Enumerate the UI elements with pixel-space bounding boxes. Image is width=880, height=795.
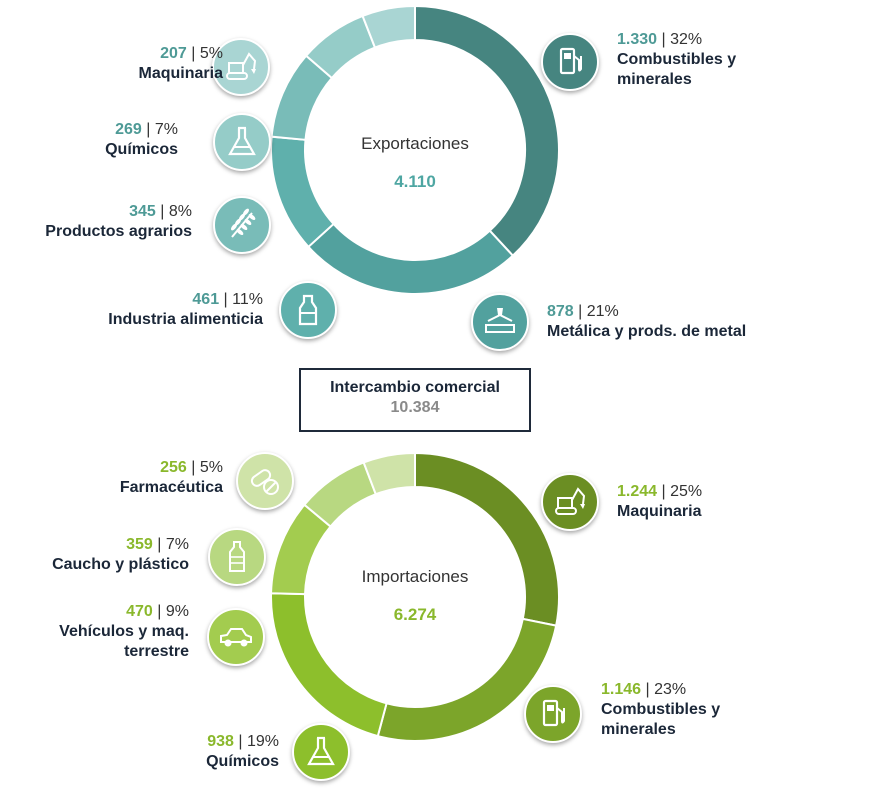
imports-label-3: 938 | 19% Químicos (206, 732, 279, 772)
metal-press-icon (471, 293, 529, 351)
category-name: terrestre (124, 643, 189, 660)
exports-label-5: 269 | 7% Químicos (105, 120, 178, 160)
value: 938 (207, 733, 234, 750)
separator: | (155, 203, 169, 220)
imports-label-1: 1.244 | 25% Maquinaria (617, 482, 702, 522)
trade-value: 10.384 (390, 399, 440, 416)
fuel-pump-icon (524, 685, 582, 743)
exports-slice-2 (306, 222, 515, 295)
separator: | (573, 303, 587, 320)
separator: | (152, 536, 166, 553)
separator: | (186, 459, 200, 476)
value: 461 (192, 291, 220, 308)
separator: | (657, 31, 671, 48)
fuel-pump-icon (541, 33, 599, 91)
trade-box: Intercambio comercial 10.384 (299, 368, 531, 432)
percentage: 9% (165, 603, 189, 620)
exports-label-6: 207 | 5% Maquinaria (139, 44, 223, 84)
separator: | (657, 483, 671, 500)
excavator-icon (541, 473, 599, 531)
value: 1.146 (601, 681, 642, 698)
separator: | (641, 681, 655, 698)
category-name: Químicos (206, 753, 279, 770)
category-name: minerales (617, 71, 692, 88)
percentage: 5% (199, 45, 223, 62)
wheat-icon (213, 196, 271, 254)
category-name: Maquinaria (138, 65, 223, 82)
plastic-bottle-icon (208, 528, 266, 586)
category-name: Industria alimenticia (108, 311, 263, 328)
value: 878 (547, 303, 574, 320)
exports-slice-1 (414, 4, 560, 258)
exports-center-total: 4.110 (394, 172, 436, 191)
imports-label-6: 256 | 5% Farmacéutica (120, 458, 223, 498)
flask-icon (213, 113, 271, 171)
value: 470 (126, 603, 153, 620)
percentage: 25% (670, 483, 703, 500)
percentage: 5% (199, 459, 223, 476)
percentage: 8% (168, 203, 192, 220)
value: 345 (129, 203, 156, 220)
trade-title: Intercambio comercial (330, 379, 500, 396)
exports-label-2: 878 | 21% Metálica y prods. de metal (547, 302, 746, 342)
percentage: 19% (246, 733, 279, 750)
percentage: 21% (586, 303, 619, 320)
percentage: 7% (154, 121, 178, 138)
excavator-icon (212, 38, 270, 96)
imports-label-2: 1.146 | 23% Combustibles y minerales (601, 680, 720, 740)
value: 1.330 (617, 31, 658, 48)
percentage: 23% (654, 681, 687, 698)
flask-icon (292, 723, 350, 781)
imports-label-4: 470 | 9% Vehículos y maq. terrestre (59, 602, 189, 662)
category-name: Productos agrarios (45, 223, 192, 240)
milk-bottle-icon (279, 281, 337, 339)
imports-center-title: Importaciones (361, 567, 469, 586)
value: 359 (126, 536, 153, 553)
category-name: Químicos (105, 141, 178, 158)
category-name: Caucho y plástico (52, 556, 189, 573)
value: 207 (160, 45, 187, 62)
imports-center-total: 6.274 (393, 605, 437, 624)
separator: | (186, 45, 200, 62)
separator: | (152, 603, 166, 620)
separator: | (233, 733, 247, 750)
imports-slice-1 (414, 451, 560, 627)
imports-label-5: 359 | 7% Caucho y plástico (52, 535, 189, 575)
percentage: 7% (165, 536, 189, 553)
exports-center-title: Exportaciones (361, 134, 469, 153)
separator: | (141, 121, 155, 138)
percentage: 11% (232, 291, 263, 308)
category-name: Maquinaria (617, 503, 702, 520)
category-name: minerales (601, 721, 676, 738)
exports-label-4: 345 | 8% Productos agrarios (45, 202, 192, 242)
car-icon (207, 608, 265, 666)
exports-label-3: 461 | 11% Industria alimenticia (108, 290, 263, 330)
category-name: Combustibles y (617, 51, 737, 68)
category-name: Vehículos y maq. (59, 623, 189, 640)
exports-label-1: 1.330 | 32% Combustibles y minerales (617, 30, 736, 90)
pills-icon (236, 452, 294, 510)
percentage: 32% (670, 31, 703, 48)
imports-slice-6 (362, 451, 416, 496)
value: 256 (160, 459, 187, 476)
value: 1.244 (617, 483, 658, 500)
value: 269 (115, 121, 142, 138)
category-name: Farmacéutica (119, 479, 223, 496)
category-name: Combustibles y (601, 701, 721, 718)
exports-slice-6 (361, 4, 416, 49)
category-name: Metálica y prods. de metal (547, 323, 747, 340)
separator: | (219, 291, 233, 308)
